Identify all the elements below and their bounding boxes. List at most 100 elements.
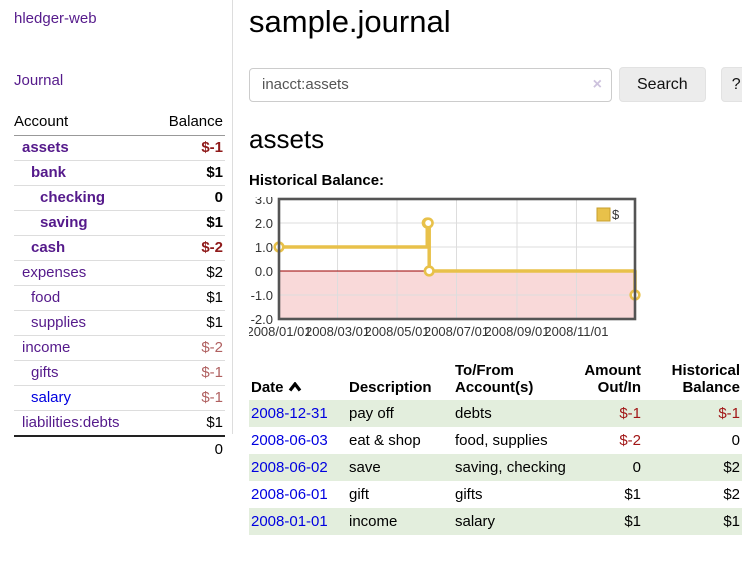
- transaction-balance: $2: [723, 486, 740, 503]
- transaction-description: save: [347, 454, 453, 481]
- chart-label: Historical Balance:: [249, 172, 385, 189]
- account-link-income[interactable]: income: [22, 339, 71, 356]
- accounts-total-balance: 0: [152, 435, 225, 462]
- account-link-assets[interactable]: assets: [22, 139, 69, 156]
- register-header-accounts: To/From Account(s): [455, 362, 534, 396]
- accounts-total-row: 0: [14, 435, 225, 462]
- app-layout: hledger-web Journal Account Balance asse…: [14, 0, 742, 535]
- account-link-liabilities-debts[interactable]: liabilities:debts: [22, 414, 120, 431]
- svg-text:2008/11/01: 2008/11/01: [544, 324, 608, 339]
- register-row: 2008-06-01 gift gifts $1 $2: [249, 481, 742, 508]
- svg-text:2008/07/01: 2008/07/01: [424, 324, 489, 339]
- account-row: food $1: [14, 285, 225, 311]
- account-row: liabilities:debts $1: [14, 411, 225, 437]
- sidebar-item-journal[interactable]: Journal: [14, 72, 64, 89]
- transaction-balance: $-1: [643, 400, 742, 427]
- transaction-balance: $1: [643, 508, 742, 535]
- transaction-accounts: salary: [453, 508, 571, 535]
- svg-text:2.0: 2.0: [255, 216, 273, 231]
- account-balance: $-1: [152, 135, 225, 161]
- transaction-date-link[interactable]: 2008-06-02: [251, 459, 328, 476]
- account-balance: $1: [152, 310, 225, 336]
- account-link-saving[interactable]: saving: [40, 214, 88, 231]
- account-row: supplies $1: [14, 310, 225, 336]
- account-row: expenses $2: [14, 260, 225, 286]
- account-link-supplies[interactable]: supplies: [31, 314, 87, 331]
- transaction-date-link[interactable]: 2008-06-01: [251, 486, 328, 503]
- transaction-date-link[interactable]: 2008-01-01: [251, 513, 328, 530]
- account-balance: 0: [152, 185, 225, 211]
- historical-balance-chart: 3.0 2.0 1.0 0.0 -1.0 -2.0 2008/01/01 2008/03/01…: [249, 197, 643, 345]
- account-row: saving $1: [14, 210, 225, 236]
- register-row: 2008-06-03 eat & shop food, supplies $-2 0: [249, 427, 742, 454]
- transaction-accounts: saving, checking: [453, 454, 571, 481]
- account-link-expenses[interactable]: expenses: [22, 264, 87, 281]
- account-balance: $-2: [152, 335, 225, 361]
- accounts-header-account: Account: [14, 110, 153, 136]
- accounts-header-balance: Balance: [152, 110, 225, 136]
- account-link-checking[interactable]: checking: [40, 189, 106, 206]
- transaction-accounts: gifts: [455, 486, 483, 503]
- transaction-date-link[interactable]: 2008-12-31: [251, 405, 328, 422]
- account-link-food[interactable]: food: [31, 289, 61, 306]
- account-row: salary $-1: [14, 385, 225, 411]
- register-row: 2008-06-02 save saving, checking 0 $2: [249, 454, 742, 481]
- register-header-description: Description: [349, 379, 432, 396]
- transaction-amount: $1: [624, 486, 641, 503]
- account-row: bank $1: [14, 160, 225, 186]
- svg-text:0.0: 0.0: [255, 264, 273, 279]
- register-row: 2008-01-01 income salary $1 $1: [249, 508, 742, 535]
- sort-ascending-icon: [288, 381, 301, 392]
- transaction-accounts: debts: [453, 400, 571, 427]
- account-link-cash[interactable]: cash: [31, 239, 66, 256]
- search-box: ×: [249, 67, 612, 102]
- account-heading: assets: [249, 124, 325, 154]
- main-content: sample.journal × Search ? assets Histori…: [233, 0, 742, 535]
- svg-text:3.0: 3.0: [255, 197, 273, 207]
- svg-text:-1.0: -1.0: [251, 288, 273, 303]
- clear-search-icon[interactable]: ×: [592, 75, 602, 93]
- transaction-date-link[interactable]: 2008-06-03: [251, 432, 328, 449]
- transaction-description: eat & shop: [349, 432, 421, 449]
- svg-text:2008/05/01: 2008/05/01: [364, 324, 429, 339]
- svg-text:2008/09/01: 2008/09/01: [484, 324, 549, 339]
- transaction-balance: $2: [643, 454, 742, 481]
- help-button[interactable]: ?: [720, 67, 742, 102]
- account-balance: $1: [152, 285, 225, 311]
- search-input[interactable]: [249, 67, 612, 102]
- account-balance: $-1: [152, 360, 225, 386]
- register-header-date[interactable]: Date: [249, 360, 347, 400]
- app-title-link[interactable]: hledger-web: [14, 10, 97, 27]
- transaction-amount: $-2: [619, 432, 641, 449]
- account-link-salary[interactable]: salary: [31, 389, 72, 406]
- account-row: gifts $-1: [14, 360, 225, 386]
- page-title: sample.journal: [249, 4, 451, 39]
- account-link-bank[interactable]: bank: [31, 164, 67, 181]
- account-row: cash $-2: [14, 235, 225, 261]
- transaction-description: income: [347, 508, 453, 535]
- account-row: income $-2: [14, 335, 225, 361]
- svg-text:1.0: 1.0: [255, 240, 273, 255]
- register-header-balance: Historical Balance: [671, 362, 740, 396]
- account-row: assets $-1: [14, 135, 225, 161]
- register-header-amount: Amount Out/In: [584, 362, 641, 396]
- svg-text:2008/01/01: 2008/01/01: [249, 324, 312, 339]
- legend-label: $: [612, 207, 620, 222]
- transaction-description: pay off: [347, 400, 453, 427]
- account-balance: $1: [206, 414, 223, 431]
- transaction-accounts: food, supplies: [455, 432, 548, 449]
- search-form: × Search ?: [249, 67, 742, 102]
- account-balance: $2: [152, 260, 225, 286]
- transaction-amount: $-1: [571, 400, 643, 427]
- transaction-amount: 0: [571, 454, 643, 481]
- search-button[interactable]: Search: [619, 67, 706, 102]
- svg-text:-2.0: -2.0: [251, 312, 273, 327]
- transaction-amount: $1: [571, 508, 643, 535]
- account-link-gifts[interactable]: gifts: [31, 364, 59, 381]
- account-row: checking 0: [14, 185, 225, 211]
- account-balance: $-2: [152, 235, 225, 261]
- legend-swatch: [596, 207, 611, 222]
- account-balance: $-1: [152, 385, 225, 411]
- svg-text:2008/03/01: 2008/03/01: [305, 324, 370, 339]
- register-row: 2008-12-31 pay off debts $-1 $-1: [249, 400, 742, 427]
